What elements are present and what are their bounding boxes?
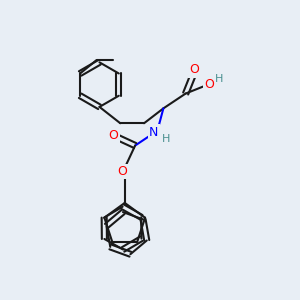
Text: O: O xyxy=(205,78,214,91)
Text: O: O xyxy=(117,165,127,178)
Text: H: H xyxy=(215,74,224,84)
Text: O: O xyxy=(190,63,200,76)
Text: O: O xyxy=(109,129,118,142)
Text: H: H xyxy=(162,134,170,144)
Text: N: N xyxy=(149,126,159,139)
